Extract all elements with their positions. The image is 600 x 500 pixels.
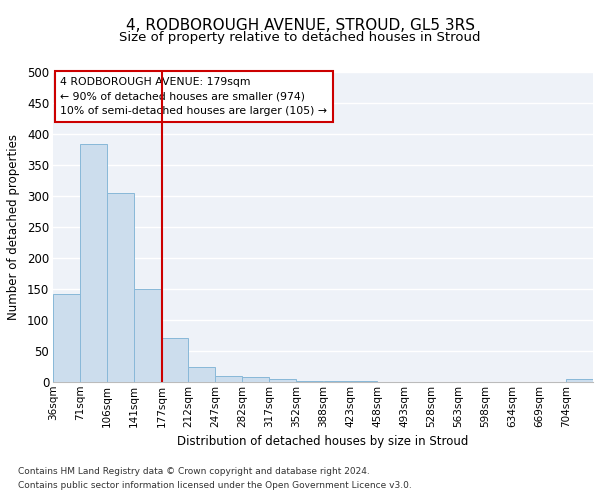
Text: Contains HM Land Registry data © Crown copyright and database right 2024.: Contains HM Land Registry data © Crown c… [18,467,370,476]
Bar [53,294,80,382]
Bar [134,289,161,382]
Bar [296,380,323,382]
Text: Contains public sector information licensed under the Open Government Licence v3: Contains public sector information licen… [18,481,412,490]
Text: 4 RODBOROUGH AVENUE: 179sqm
← 90% of detached houses are smaller (974)
10% of se: 4 RODBOROUGH AVENUE: 179sqm ← 90% of det… [61,76,328,116]
Bar [323,380,350,382]
Bar [80,144,107,382]
Y-axis label: Number of detached properties: Number of detached properties [7,134,20,320]
Bar [215,376,242,382]
Bar [242,377,269,382]
Bar [188,367,215,382]
Text: 4, RODBOROUGH AVENUE, STROUD, GL5 3RS: 4, RODBOROUGH AVENUE, STROUD, GL5 3RS [125,18,475,32]
Text: Size of property relative to detached houses in Stroud: Size of property relative to detached ho… [119,31,481,44]
Bar [161,338,188,382]
Bar [350,381,377,382]
Bar [107,193,134,382]
Bar [269,378,296,382]
Bar [566,378,593,382]
X-axis label: Distribution of detached houses by size in Stroud: Distribution of detached houses by size … [178,435,469,448]
